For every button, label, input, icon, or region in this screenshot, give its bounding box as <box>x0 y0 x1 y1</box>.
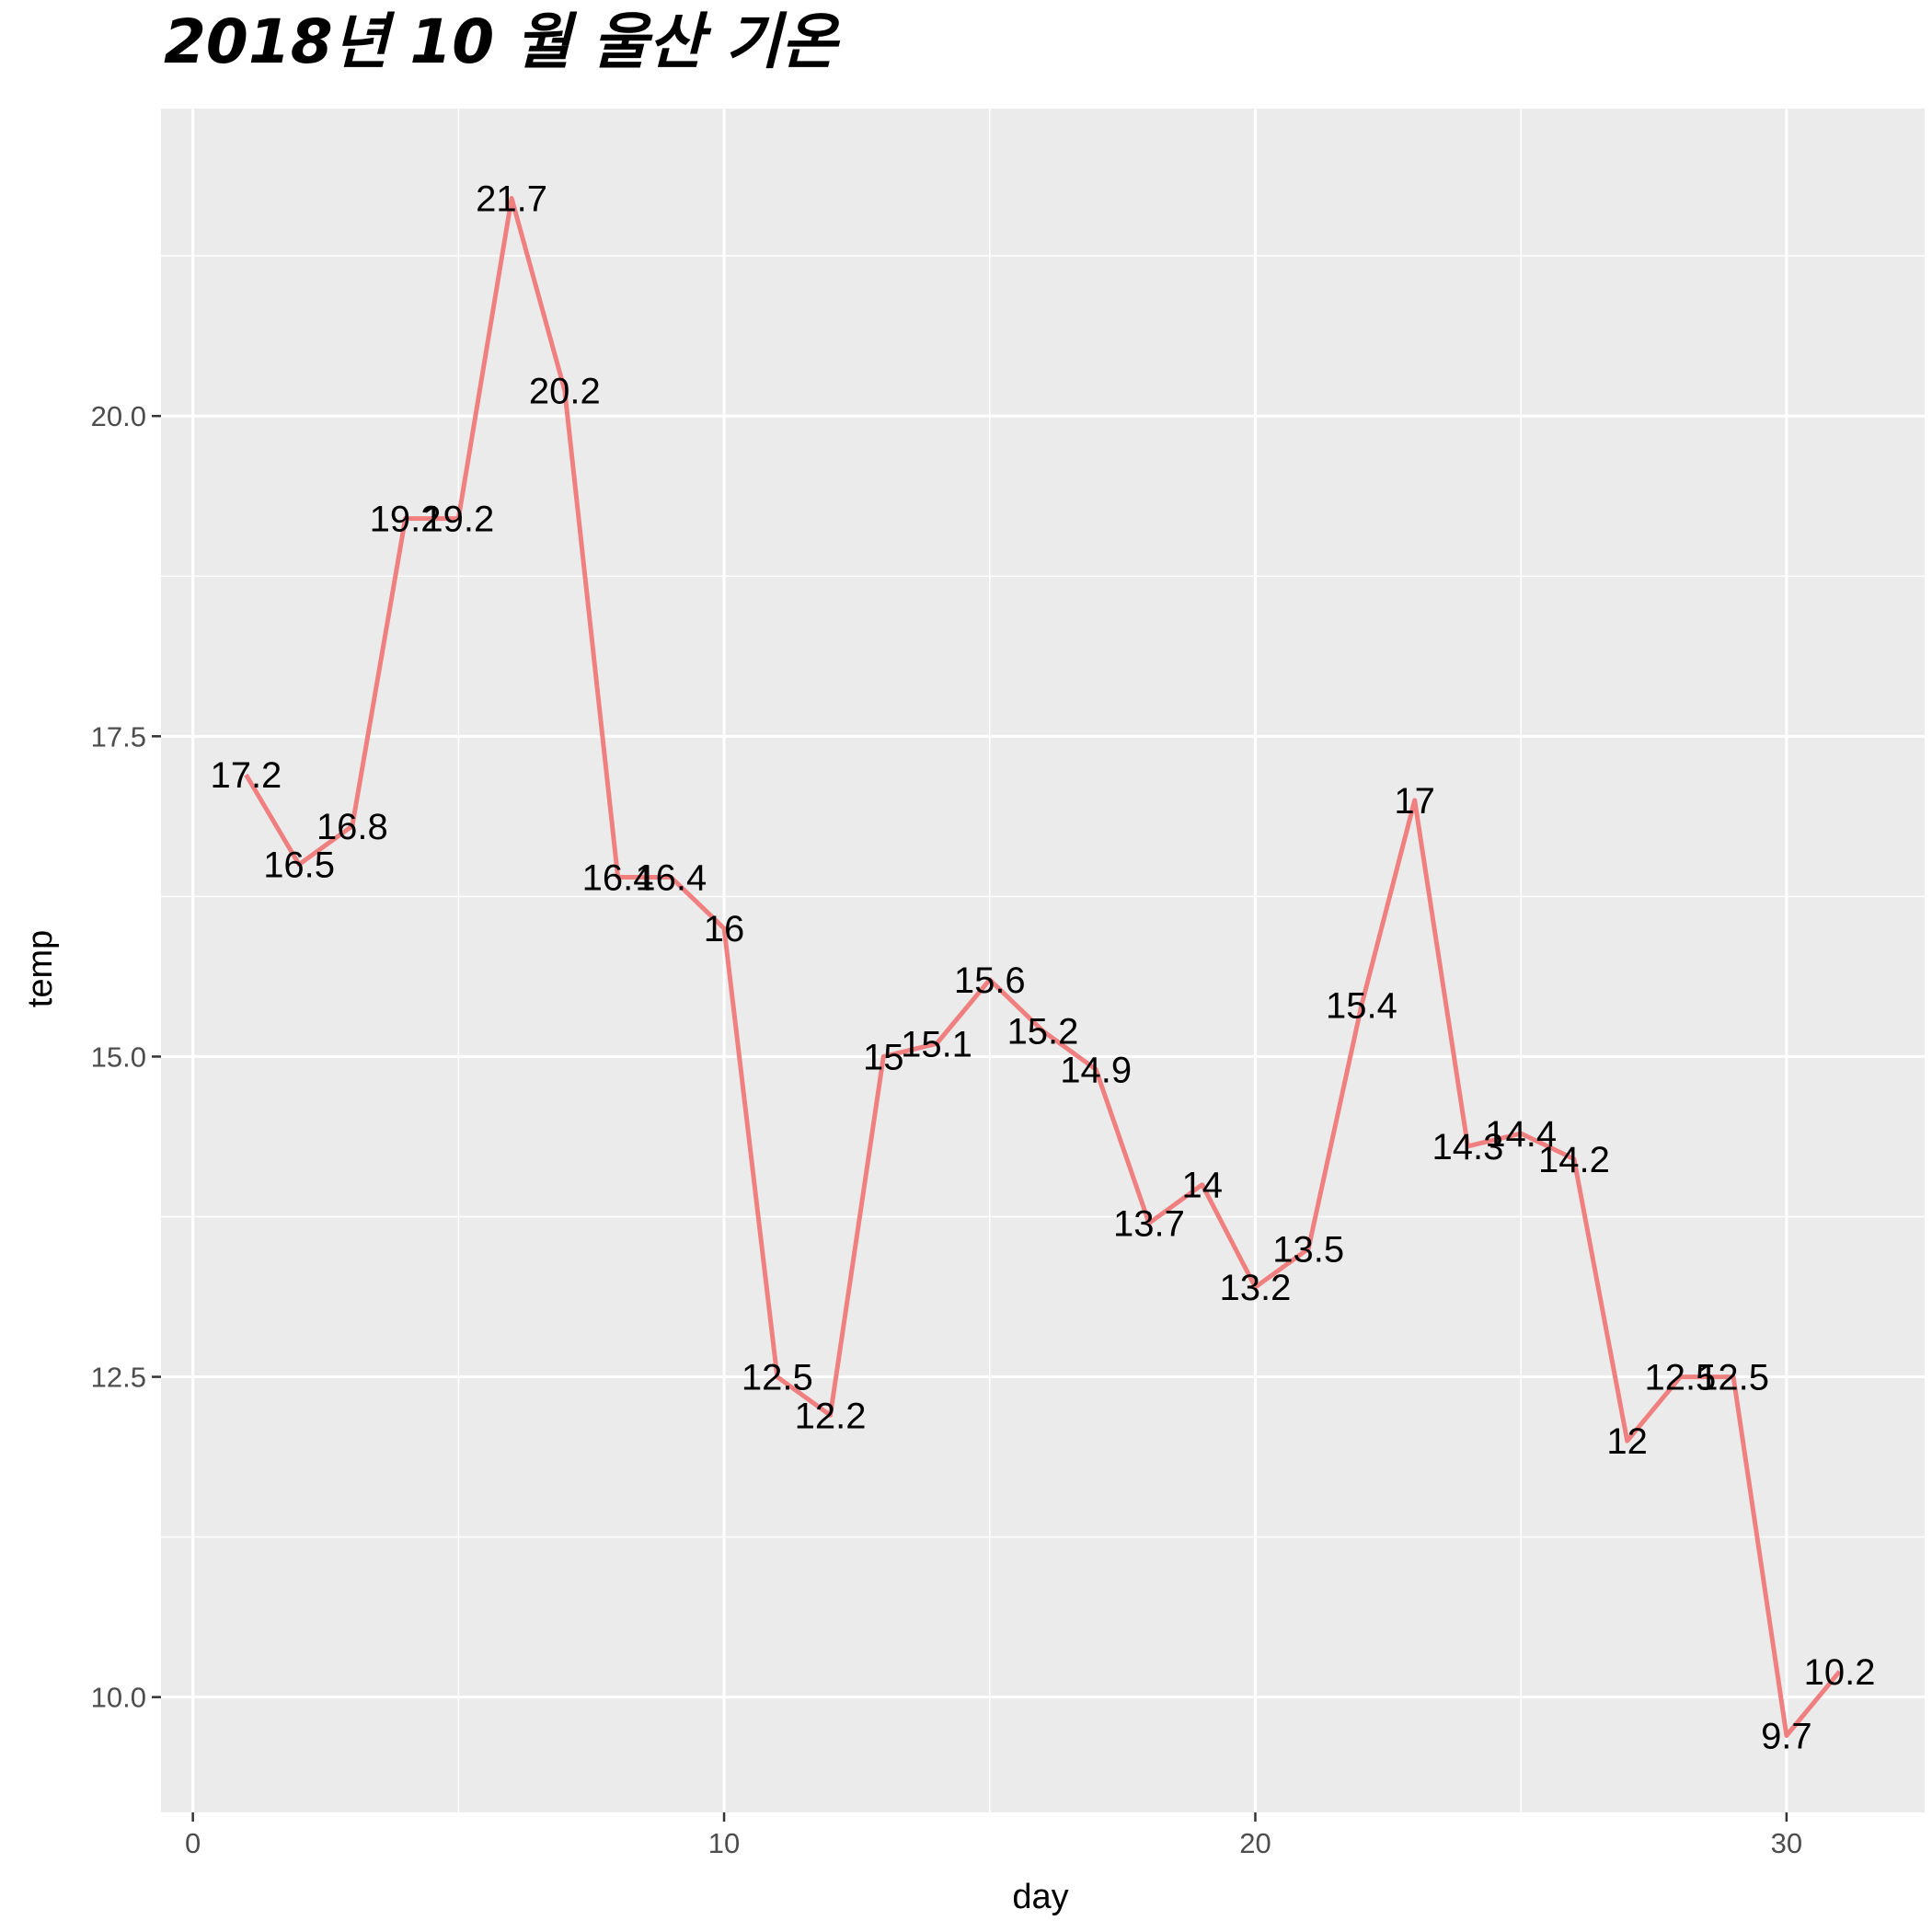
data-label: 13.7 <box>1113 1203 1185 1244</box>
data-label: 21.7 <box>476 178 547 219</box>
x-tick-label: 30 <box>1771 1827 1802 1859</box>
data-label: 15 <box>863 1037 904 1077</box>
series-layer <box>244 196 1842 1738</box>
data-label: 12.5 <box>1697 1358 1769 1398</box>
major-gridlines <box>161 109 1925 1812</box>
data-label: 16.8 <box>316 807 388 847</box>
x-tick-label: 10 <box>708 1827 740 1859</box>
data-label: 12.2 <box>795 1396 867 1436</box>
data-label: 16.5 <box>263 845 335 886</box>
y-tick-label: 15.0 <box>91 1041 146 1073</box>
data-label: 15.6 <box>954 960 1026 1001</box>
data-label: 15.2 <box>1007 1012 1079 1052</box>
y-tick-label: 17.5 <box>91 720 146 753</box>
y-tick-label: 12.5 <box>91 1362 146 1394</box>
x-axis-title: day <box>1012 1878 1068 1916</box>
x-axis: 0 10 20 30 <box>185 1812 1802 1859</box>
data-label: 14.2 <box>1538 1140 1610 1180</box>
data-label: 16.4 <box>635 857 707 898</box>
minor-gridlines <box>161 109 1925 1812</box>
x-tick-label: 0 <box>185 1827 201 1859</box>
data-label: 14.4 <box>1485 1114 1557 1155</box>
x-tick-label: 20 <box>1239 1827 1271 1859</box>
data-label: 19.2 <box>422 500 494 540</box>
series-line <box>244 196 1842 1738</box>
data-label: 16.4 <box>582 857 654 898</box>
plot-panel <box>161 109 1925 1812</box>
data-label: 14 <box>1181 1166 1223 1206</box>
data-label: 12 <box>1606 1421 1648 1462</box>
data-label: 17.2 <box>210 755 282 796</box>
data-label: 15.4 <box>1326 986 1397 1027</box>
data-label: 16 <box>704 909 745 949</box>
data-labels: 17.2 16.516.8 19.219.2 21.7 20.2 16.416.4 16 12… <box>210 178 1875 1756</box>
data-label: 15.1 <box>901 1025 972 1065</box>
data-label: 14.3 <box>1432 1127 1503 1167</box>
data-label: 19.2 <box>370 500 442 540</box>
chart-title: 2018년 10 월 울산 기온 <box>164 6 841 77</box>
data-label: 12.5 <box>742 1358 813 1398</box>
y-tick-label: 20.0 <box>91 400 146 432</box>
data-label: 9.7 <box>1761 1716 1812 1756</box>
data-label: 14.9 <box>1060 1050 1132 1090</box>
y-axis-title: temp <box>21 930 60 1007</box>
data-label: 12.5 <box>1644 1358 1716 1398</box>
y-tick-label: 10.0 <box>91 1682 146 1714</box>
y-axis: 10.0 12.5 15.0 17.5 20.0 <box>91 400 161 1714</box>
data-label: 13.2 <box>1220 1268 1292 1308</box>
data-label: 20.2 <box>529 371 601 411</box>
data-label: 17 <box>1394 781 1435 822</box>
data-label: 10.2 <box>1804 1652 1876 1693</box>
data-label: 13.5 <box>1272 1229 1344 1270</box>
